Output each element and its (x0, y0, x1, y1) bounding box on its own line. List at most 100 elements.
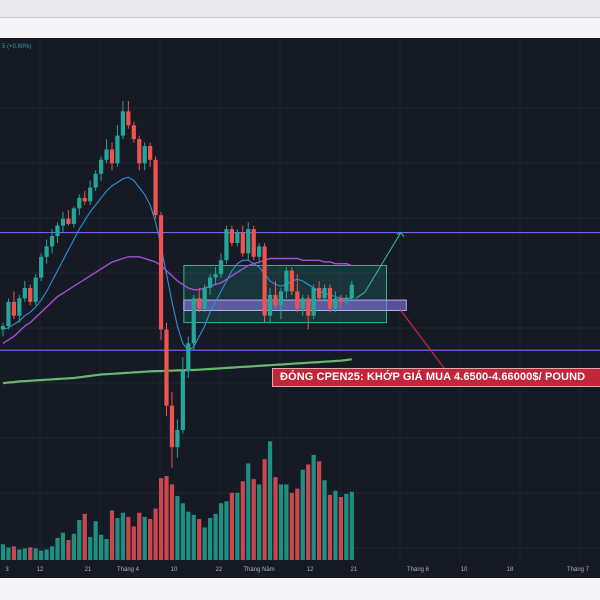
candle-body (71, 208, 76, 224)
candle-body (262, 246, 267, 316)
volume-bar (197, 519, 202, 560)
x-tick-label: 12 (306, 567, 314, 573)
x-tick-label: 12 (36, 567, 44, 573)
moving-average-long (2, 358, 352, 385)
candle-body (289, 270, 294, 292)
volume-bar (49, 546, 55, 560)
arrow-head (396, 231, 405, 237)
candle-body (246, 229, 251, 254)
volume-bar (273, 477, 278, 560)
volume-bar (71, 533, 76, 560)
volume-bar (322, 480, 327, 560)
candle-body (218, 260, 224, 275)
x-tick-label: 10 (170, 567, 178, 573)
price-chart (0, 38, 600, 563)
projection-arrow (355, 232, 402, 299)
volume-bar (306, 464, 311, 560)
candle-body (115, 135, 120, 164)
volume-bar (338, 497, 343, 560)
candle-body (142, 146, 147, 164)
volume-bar (300, 469, 305, 560)
candle-body (6, 301, 11, 327)
volume-bar (164, 476, 169, 560)
candle-body (44, 246, 49, 257)
volume-bar (88, 536, 93, 560)
volume-bar (131, 526, 136, 560)
volume-bar (55, 537, 60, 560)
candle-body (49, 236, 55, 247)
candle-body (344, 298, 349, 302)
candle-body (66, 218, 71, 224)
trade-callout-label: ĐÓNG CPEN25: KHỚP GIÁ MUA 4.6500-4.66000… (272, 368, 600, 387)
candle-body (295, 291, 300, 309)
volume-bar (295, 488, 300, 560)
candle-body (240, 232, 245, 254)
volume-bar (93, 521, 98, 560)
x-tick-label: Tháng 6 (406, 567, 430, 573)
candle-body (213, 274, 218, 278)
volume-bar (267, 441, 273, 560)
candle-body (169, 405, 175, 448)
candle-body (88, 187, 93, 202)
candle-body (164, 329, 169, 406)
candle-body (235, 232, 240, 243)
volume-bar (22, 548, 27, 560)
volume-bar (186, 511, 191, 560)
volume-bar (142, 516, 147, 560)
chart-area[interactable]: 5 (+0.60%) ĐÓNG CPEN25: KHỚP GIÁ MUA 4.6… (0, 38, 600, 578)
callout-leader-line (400, 310, 448, 373)
volume-bar (0, 544, 6, 560)
volume-bar (115, 518, 120, 560)
x-tick-label: 3 (5, 567, 9, 573)
volume-bar (120, 512, 125, 560)
volume-bar (17, 549, 22, 560)
volume-bar (218, 503, 224, 560)
volume-bar (208, 518, 213, 560)
volume-bar (109, 510, 115, 560)
candle-body (191, 298, 196, 344)
candle-body (229, 229, 234, 243)
x-tick-label: Tháng Năm (243, 567, 275, 573)
x-tick-label: 10 (460, 567, 468, 573)
candle-body (120, 111, 125, 136)
candle-body (306, 298, 311, 316)
volume-bar (28, 547, 33, 560)
candle-body (284, 270, 289, 292)
volume-bar (153, 508, 158, 560)
candle-body (93, 173, 98, 188)
candle-body (208, 277, 213, 288)
candle-body (109, 149, 115, 164)
volume-bar (169, 484, 175, 560)
candle-body (202, 287, 207, 309)
volume-bar (262, 459, 267, 560)
volume-bar (284, 484, 289, 560)
candle-body (338, 298, 343, 302)
volume-bar (104, 539, 109, 560)
volume-bar (6, 547, 11, 560)
volume-bar (224, 501, 229, 560)
volume-bar (246, 463, 251, 560)
volume-bar (77, 520, 82, 560)
entry-band (183, 299, 407, 311)
x-tick-label: 22 (215, 567, 223, 573)
browser-top-bar (0, 0, 600, 18)
moving-average-mid (2, 256, 353, 344)
volume-bar (148, 519, 153, 560)
bottom-strip (0, 578, 600, 600)
candle-body (158, 215, 164, 330)
candle-body (126, 111, 131, 126)
candle-body (17, 298, 22, 316)
volume-bar (33, 548, 38, 560)
volume-bar (333, 490, 338, 560)
x-tick-label: Tháng 4 (116, 567, 140, 573)
moving-average-short (2, 176, 352, 352)
volume-bar (240, 481, 245, 560)
candle-body (153, 159, 158, 216)
candle-body (224, 229, 229, 261)
candle-body (251, 229, 256, 257)
volume-bar (39, 550, 44, 560)
candle-body (300, 298, 305, 309)
volume-bar (213, 513, 218, 560)
volume-bar (278, 484, 284, 560)
